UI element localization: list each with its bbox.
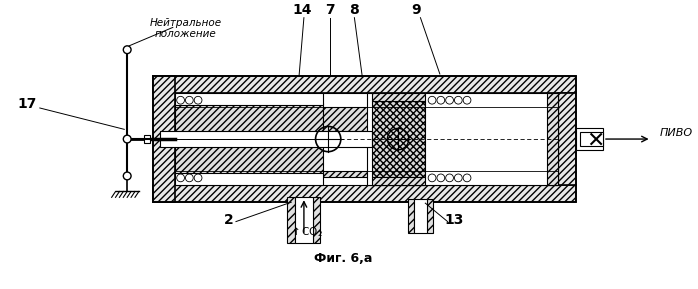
Bar <box>295 197 313 243</box>
Text: Нейтральное
положение: Нейтральное положение <box>149 18 221 39</box>
Text: $\uparrow$CO$_2$: $\uparrow$CO$_2$ <box>289 225 323 239</box>
Bar <box>161 131 372 147</box>
Bar <box>323 107 372 131</box>
Text: 7: 7 <box>325 3 335 17</box>
Bar <box>154 76 576 202</box>
Bar <box>174 103 323 175</box>
Bar <box>372 101 425 177</box>
Bar <box>174 93 323 105</box>
Bar <box>323 171 372 177</box>
Bar <box>154 76 174 202</box>
Bar <box>372 93 425 101</box>
Bar <box>154 185 576 202</box>
Bar <box>408 199 414 233</box>
Bar <box>174 93 558 185</box>
Text: 14: 14 <box>292 3 312 17</box>
Bar <box>313 197 320 243</box>
Bar <box>427 199 433 233</box>
Circle shape <box>124 172 131 180</box>
Text: Фиг. 6,а: Фиг. 6,а <box>313 252 372 265</box>
Bar <box>547 93 558 185</box>
Text: 13: 13 <box>445 214 464 227</box>
Text: ПИВО: ПИВО <box>660 128 692 138</box>
Bar <box>144 135 149 143</box>
Bar <box>579 132 603 146</box>
Bar <box>414 199 427 233</box>
Text: 2: 2 <box>224 214 234 227</box>
Bar <box>558 93 576 185</box>
Circle shape <box>124 135 131 143</box>
Text: 8: 8 <box>350 3 359 17</box>
Text: 9: 9 <box>410 3 420 17</box>
Text: 17: 17 <box>17 97 37 111</box>
Bar <box>372 177 425 185</box>
Bar <box>174 173 323 185</box>
Bar <box>367 93 558 185</box>
Bar <box>154 76 576 93</box>
Bar <box>576 128 603 150</box>
Circle shape <box>124 46 131 53</box>
Bar <box>288 197 295 243</box>
